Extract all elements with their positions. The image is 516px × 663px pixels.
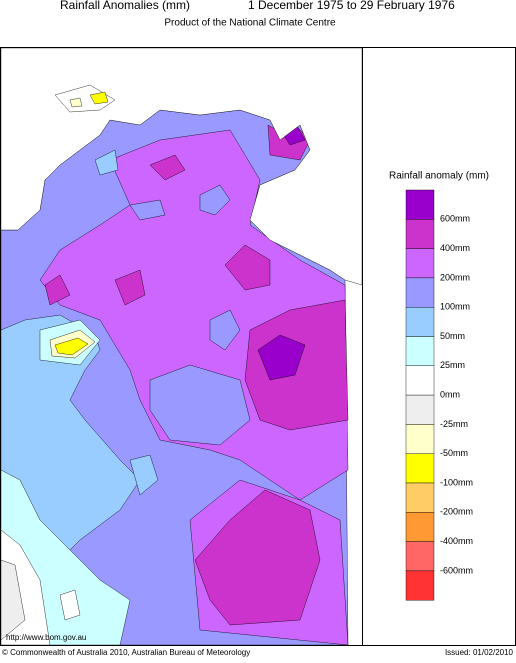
legend-swatch: [405, 189, 435, 220]
legend-label: -100mm: [440, 477, 473, 487]
legend-label: 100mm: [440, 302, 470, 312]
legend-label: -600mm: [440, 565, 473, 575]
issued: Issued: 01/02/2010: [445, 648, 514, 657]
title: Rainfall Anomalies (mm): [60, 0, 190, 12]
legend-swatch: [405, 570, 435, 601]
legend-swatch: [405, 424, 435, 454]
legend-swatch: [405, 307, 435, 337]
legend-swatch: [405, 365, 435, 396]
legend-label: 400mm: [440, 243, 470, 253]
copyright: © Commonwealth of Australia 2010, Austra…: [2, 648, 250, 657]
legend-label: -50mm: [440, 448, 468, 458]
legend-label: 200mm: [440, 272, 470, 282]
legend-label: 0mm: [440, 389, 460, 399]
legend-label: -400mm: [440, 536, 473, 546]
legend-label: 25mm: [440, 360, 465, 370]
map: [1, 48, 362, 645]
legend-swatch: [405, 482, 435, 513]
legend-swatch: [405, 248, 435, 279]
legend: Rainfall anomaly (mm) 600mm 400mm 200mm 100…: [389, 171, 489, 601]
legend-swatch: [405, 336, 435, 366]
legend-swatch: [405, 394, 435, 425]
legend-label: 600mm: [440, 214, 470, 224]
legend-swatch: [405, 453, 435, 484]
legend-label: -200mm: [440, 507, 473, 517]
legend-swatch: [405, 541, 435, 572]
period: 1 December 1975 to 29 February 1976: [248, 0, 455, 12]
url: http://www.bom.gov.au: [6, 633, 86, 642]
legend-label: -25mm: [440, 419, 468, 429]
legend-swatch: [405, 219, 435, 249]
legend-title: Rainfall anomaly (mm): [389, 171, 489, 182]
legend-swatch: [405, 512, 435, 542]
subtitle: Product of the National Climate Centre: [164, 18, 336, 29]
legend-label: 50mm: [440, 331, 465, 341]
legend-swatch: [405, 277, 435, 308]
